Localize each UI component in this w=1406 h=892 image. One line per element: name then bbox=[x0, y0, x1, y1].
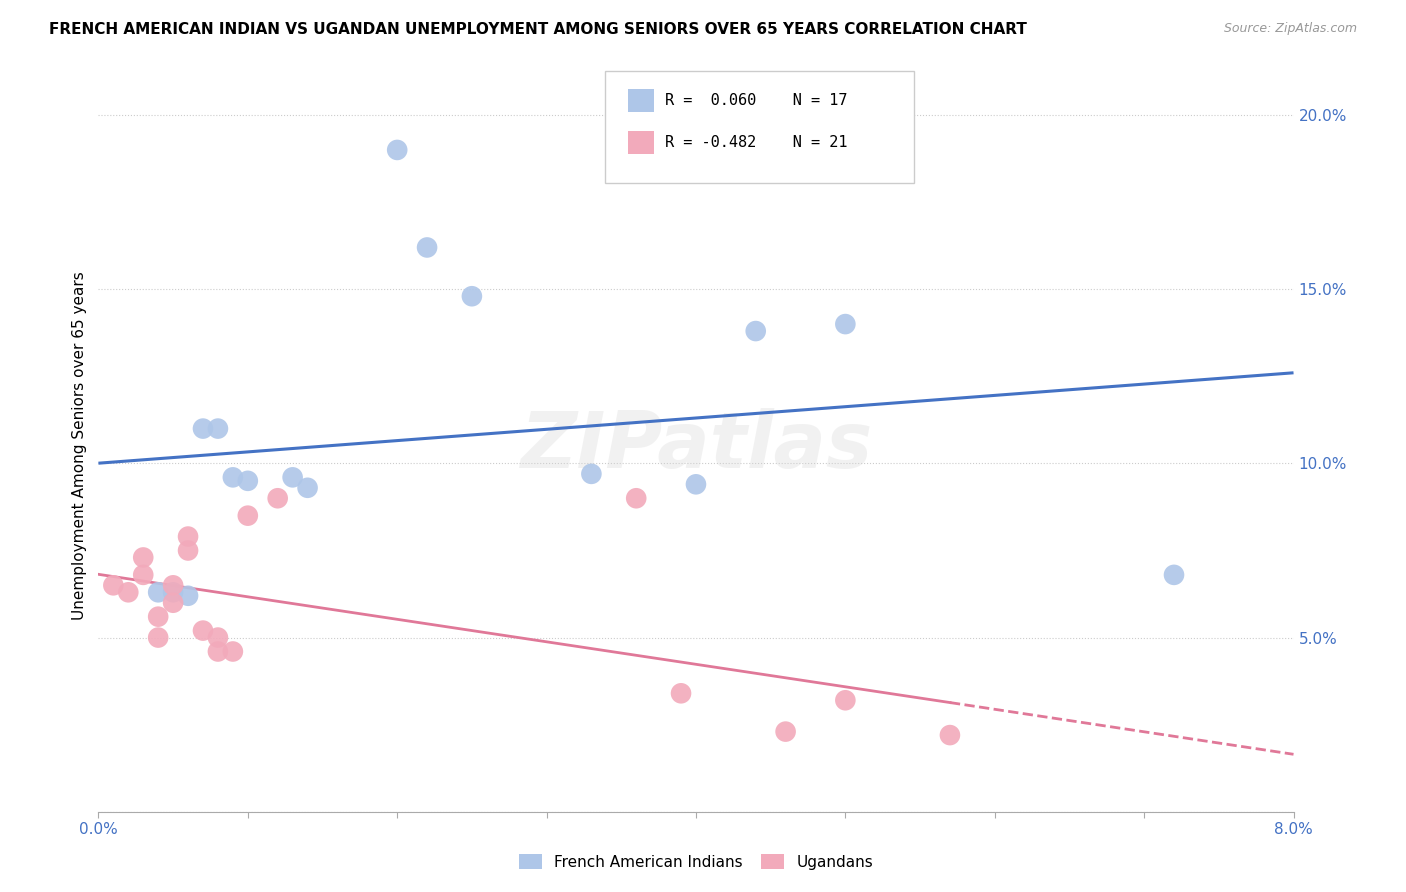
Point bbox=[162, 585, 184, 599]
Point bbox=[1163, 567, 1185, 582]
Point bbox=[148, 609, 170, 624]
Legend: French American Indians, Ugandans: French American Indians, Ugandans bbox=[512, 846, 880, 877]
Point bbox=[281, 470, 304, 484]
Text: ZIPatlas: ZIPatlas bbox=[520, 408, 872, 484]
Point bbox=[745, 324, 768, 338]
Point bbox=[834, 693, 856, 707]
Point bbox=[117, 585, 139, 599]
Point bbox=[177, 543, 200, 558]
Point bbox=[834, 317, 856, 331]
Point bbox=[236, 508, 259, 523]
Point bbox=[132, 550, 155, 565]
Text: R = -0.482    N = 21: R = -0.482 N = 21 bbox=[665, 136, 848, 150]
Point bbox=[162, 596, 184, 610]
Point bbox=[207, 644, 229, 658]
Point bbox=[267, 491, 290, 506]
Point bbox=[207, 631, 229, 645]
Point bbox=[626, 491, 648, 506]
Point bbox=[222, 470, 245, 484]
Text: FRENCH AMERICAN INDIAN VS UGANDAN UNEMPLOYMENT AMONG SENIORS OVER 65 YEARS CORRE: FRENCH AMERICAN INDIAN VS UGANDAN UNEMPL… bbox=[49, 22, 1028, 37]
Point bbox=[191, 624, 214, 638]
Y-axis label: Unemployment Among Seniors over 65 years: Unemployment Among Seniors over 65 years bbox=[72, 272, 87, 620]
Point bbox=[236, 474, 259, 488]
Point bbox=[222, 644, 245, 658]
Point bbox=[191, 421, 214, 435]
Point bbox=[461, 289, 484, 303]
Point bbox=[148, 631, 170, 645]
Point bbox=[177, 530, 200, 544]
Point bbox=[103, 578, 125, 592]
Point bbox=[669, 686, 692, 700]
Point bbox=[297, 481, 319, 495]
Point bbox=[177, 589, 200, 603]
Point bbox=[685, 477, 707, 491]
Point bbox=[416, 240, 439, 254]
Point bbox=[148, 585, 170, 599]
Point bbox=[207, 421, 229, 435]
Point bbox=[581, 467, 603, 481]
Text: Source: ZipAtlas.com: Source: ZipAtlas.com bbox=[1223, 22, 1357, 36]
Point bbox=[775, 724, 797, 739]
Point bbox=[939, 728, 962, 742]
Text: R =  0.060    N = 17: R = 0.060 N = 17 bbox=[665, 94, 848, 108]
Point bbox=[385, 143, 409, 157]
Point bbox=[162, 578, 184, 592]
Point bbox=[132, 567, 155, 582]
